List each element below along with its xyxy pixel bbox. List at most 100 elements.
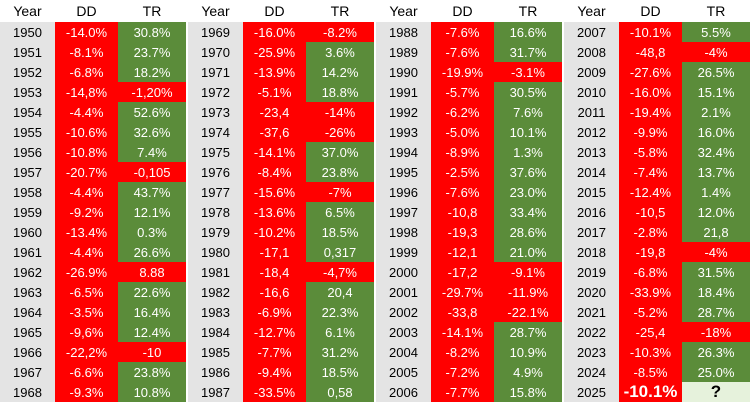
year-cell: 2016 <box>564 202 619 222</box>
dd-cell: -2.5% <box>431 162 494 182</box>
year-cell: 1995 <box>376 162 431 182</box>
tr-cell: 4.9% <box>494 362 562 382</box>
column-header: DD <box>619 0 682 22</box>
dd-cell: -6.2% <box>431 102 494 122</box>
tr-cell: 0,58 <box>306 382 374 402</box>
tr-cell: 6.1% <box>306 322 374 342</box>
tr-cell: -3.1% <box>494 62 562 82</box>
year-cell: 1959 <box>0 202 55 222</box>
tr-cell: -26% <box>306 122 374 142</box>
tr-cell: -1,20% <box>118 82 186 102</box>
dd-cell: -9.9% <box>619 122 682 142</box>
dd-cell: -9,6% <box>55 322 118 342</box>
dd-cell: -10.1% <box>619 382 682 402</box>
dd-cell: -6.6% <box>55 362 118 382</box>
column-header: TR <box>306 0 374 22</box>
dd-cell: -8.5% <box>619 362 682 382</box>
tr-cell: -11.9% <box>494 282 562 302</box>
year-cell: 1950 <box>0 22 55 42</box>
tr-cell: 31.2% <box>306 342 374 362</box>
dd-cell: -5.1% <box>243 82 306 102</box>
year-cell: 2002 <box>376 302 431 322</box>
dd-cell: -7.4% <box>619 162 682 182</box>
dd-cell: -9.2% <box>55 202 118 222</box>
year-cell: 1992 <box>376 102 431 122</box>
dd-cell: -9.4% <box>243 362 306 382</box>
dd-cell: -25,4 <box>619 322 682 342</box>
dd-cell: -19,3 <box>431 222 494 242</box>
tr-cell: 7.4% <box>118 142 186 162</box>
tr-cell: 33.4% <box>494 202 562 222</box>
tr-cell: 32.6% <box>118 122 186 142</box>
year-cell: 1960 <box>0 222 55 242</box>
tr-cell: -0,105 <box>118 162 186 182</box>
year-cell: 1993 <box>376 122 431 142</box>
tr-cell: 52.6% <box>118 102 186 122</box>
tr-cell: -10 <box>118 342 186 362</box>
tr-cell: 10.8% <box>118 382 186 402</box>
dd-cell: -25.9% <box>243 42 306 62</box>
column-header: DD <box>55 0 118 22</box>
year-cell: 2004 <box>376 342 431 362</box>
year-cell: 1954 <box>0 102 55 122</box>
year-cell: 2025 <box>564 382 619 402</box>
tr-cell: 23.7% <box>118 42 186 62</box>
dd-cell: -7.6% <box>431 182 494 202</box>
tr-cell: 12.0% <box>682 202 750 222</box>
dd-cell: -3.5% <box>55 302 118 322</box>
dd-cell: -6.8% <box>55 62 118 82</box>
tr-cell: 20,4 <box>306 282 374 302</box>
tr-cell: 18.8% <box>306 82 374 102</box>
dd-cell: -4.4% <box>55 102 118 122</box>
dd-cell: -12.7% <box>243 322 306 342</box>
dd-cell: -37,6 <box>243 122 306 142</box>
year-cell: 1990 <box>376 62 431 82</box>
year-cell: 2007 <box>564 22 619 42</box>
tr-cell: 23.8% <box>306 162 374 182</box>
dd-cell: -7.2% <box>431 362 494 382</box>
dd-cell: -7.6% <box>431 22 494 42</box>
tr-cell: 0,317 <box>306 242 374 262</box>
tr-cell: 28.7% <box>682 302 750 322</box>
dd-cell: -10.6% <box>55 122 118 142</box>
year-cell: 2023 <box>564 342 619 362</box>
year-cell: 2015 <box>564 182 619 202</box>
year-cell: 2005 <box>376 362 431 382</box>
dd-cell: -29.7% <box>431 282 494 302</box>
column-header: DD <box>243 0 306 22</box>
column-header: Year <box>376 0 431 22</box>
dd-cell: -7.6% <box>431 42 494 62</box>
tr-cell: ? <box>682 382 750 402</box>
dd-cell: -10.1% <box>619 22 682 42</box>
year-cell: 1986 <box>188 362 243 382</box>
year-cell: 1972 <box>188 82 243 102</box>
dd-cell: -23,4 <box>243 102 306 122</box>
year-cell: 2020 <box>564 282 619 302</box>
dd-cell: -10.8% <box>55 142 118 162</box>
tr-cell: 31.5% <box>682 262 750 282</box>
tr-cell: 26.5% <box>682 62 750 82</box>
column-header: DD <box>431 0 494 22</box>
tr-cell: 2.1% <box>682 102 750 122</box>
dd-cell: -16.0% <box>619 82 682 102</box>
tr-cell: -4% <box>682 242 750 262</box>
tr-cell: 37.0% <box>306 142 374 162</box>
tr-cell: 10.9% <box>494 342 562 362</box>
year-cell: 1984 <box>188 322 243 342</box>
year-cell: 1952 <box>0 62 55 82</box>
year-cell: 1958 <box>0 182 55 202</box>
tr-cell: 15.8% <box>494 382 562 402</box>
year-cell: 1977 <box>188 182 243 202</box>
tr-cell: 10.1% <box>494 122 562 142</box>
tr-cell: 26.3% <box>682 342 750 362</box>
year-cell: 2009 <box>564 62 619 82</box>
year-cell: 1978 <box>188 202 243 222</box>
tr-cell: 16.0% <box>682 122 750 142</box>
year-cell: 1980 <box>188 242 243 262</box>
dd-cell: -8.1% <box>55 42 118 62</box>
tr-cell: 30.5% <box>494 82 562 102</box>
year-cell: 2014 <box>564 162 619 182</box>
year-cell: 1976 <box>188 162 243 182</box>
tr-cell: -14% <box>306 102 374 122</box>
tr-cell: 22.6% <box>118 282 186 302</box>
